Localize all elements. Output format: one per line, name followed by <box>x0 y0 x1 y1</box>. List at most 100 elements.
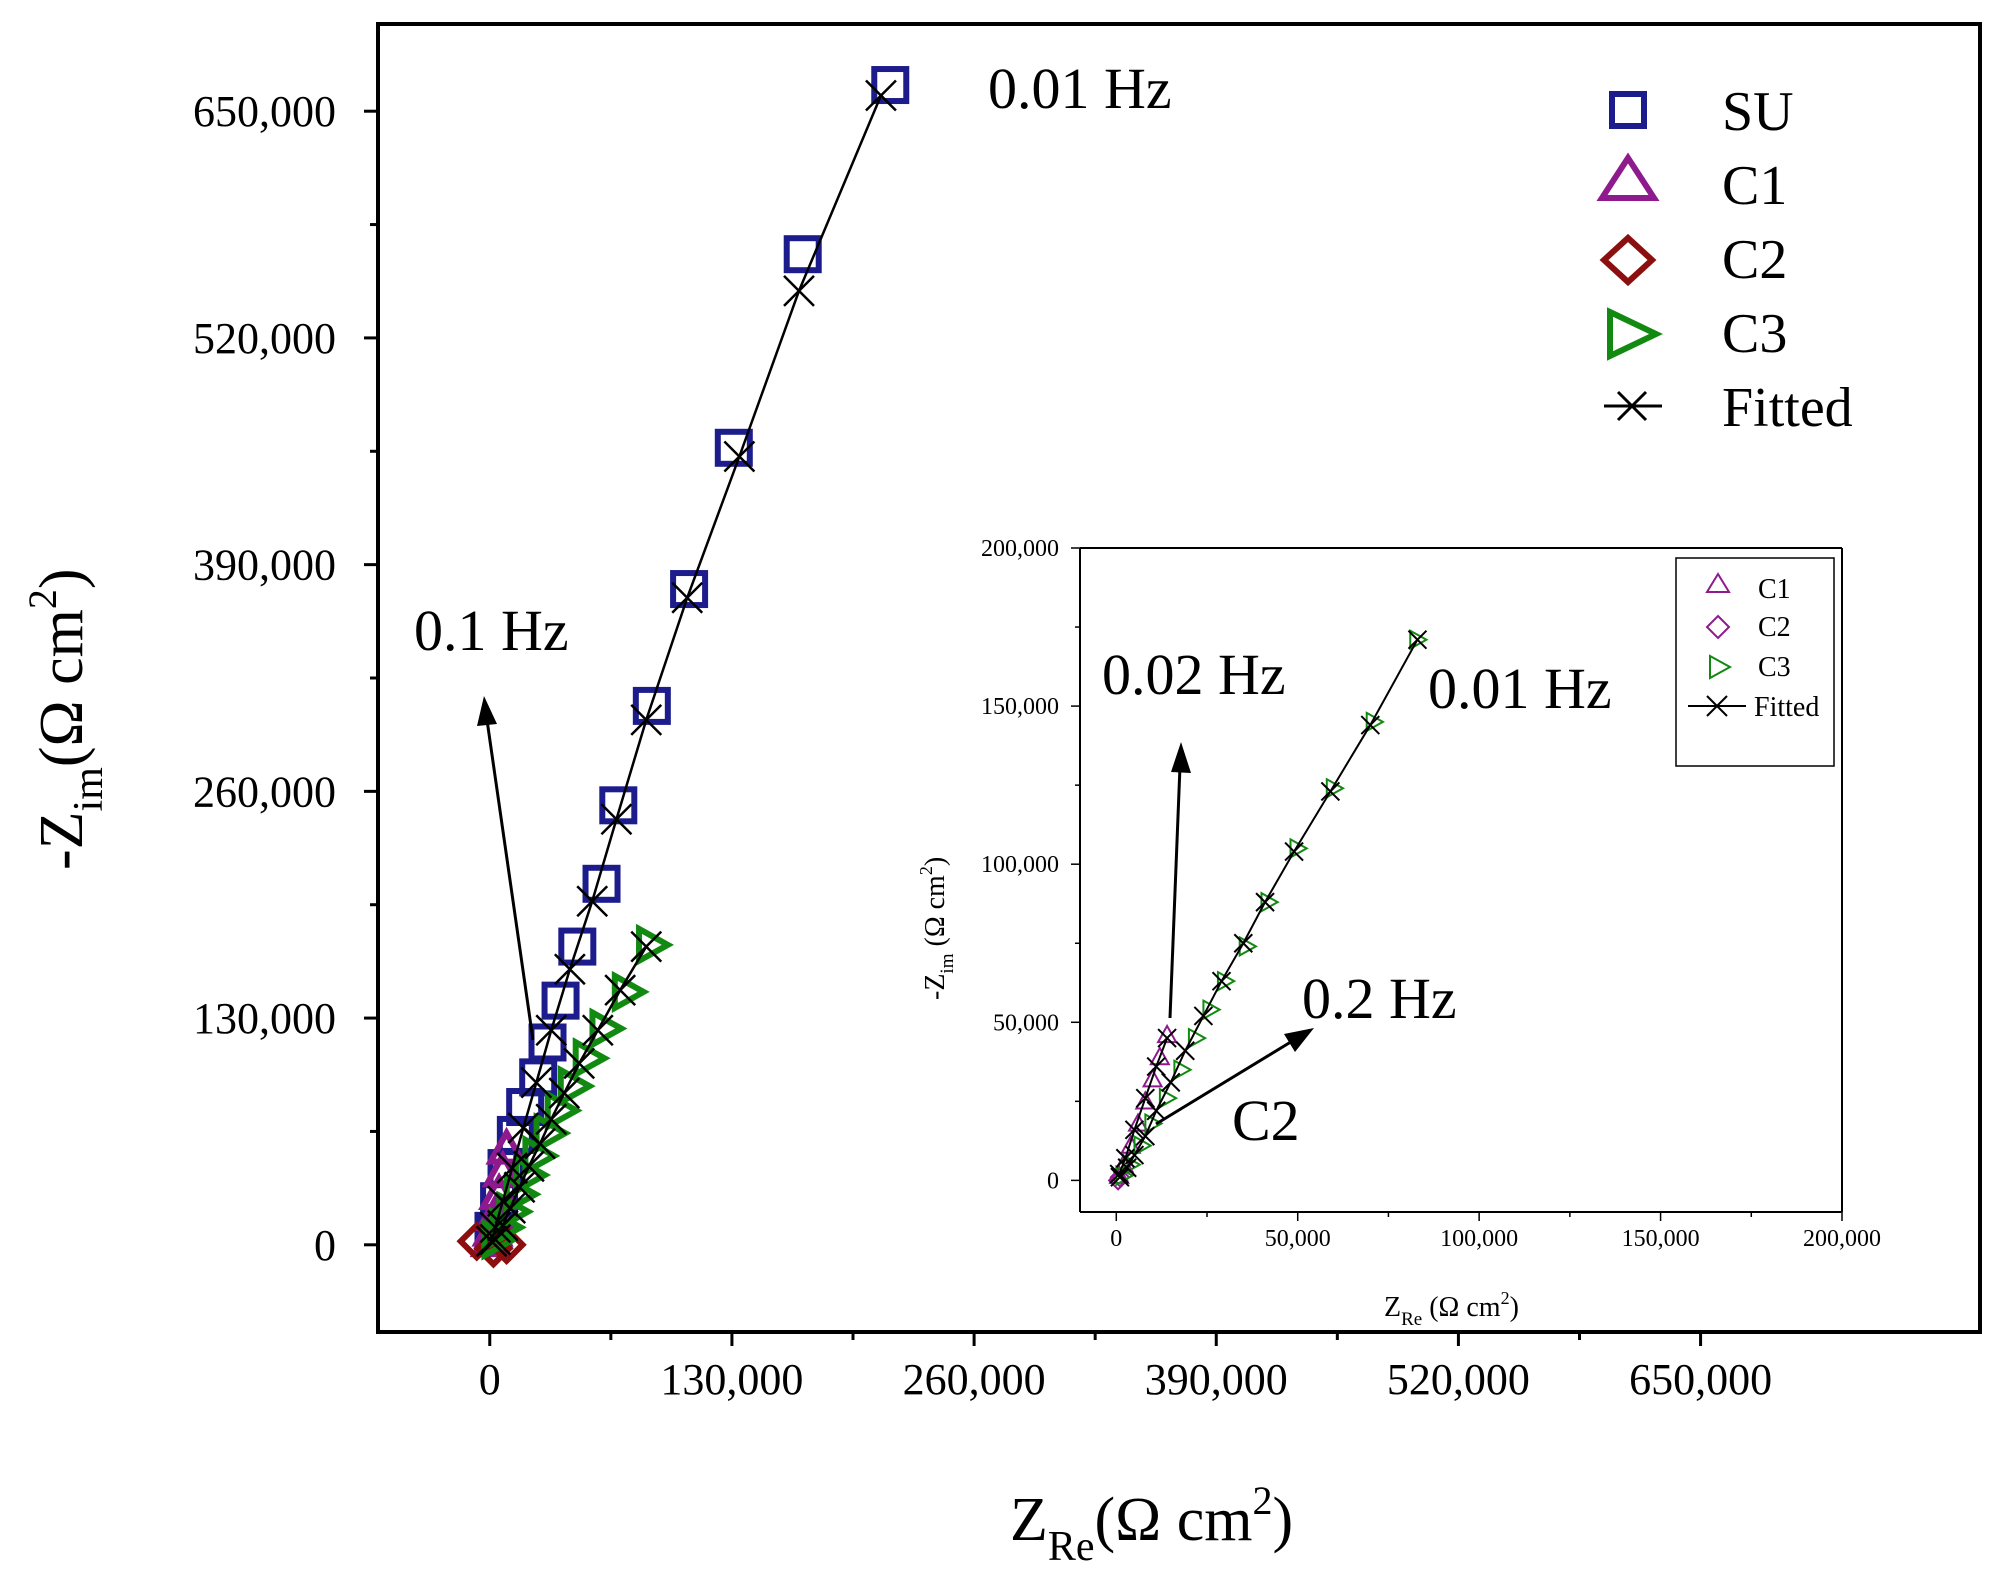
inset-nyquist-plot: 0 50,000 100,000 150,000 200,000 0 50,000 100,… <box>916 536 1881 1330</box>
main-x-axis-label: ZRe(Ω cm2) <box>1010 1478 1293 1570</box>
main-series-fitted-point <box>520 1066 553 1099</box>
inset-legend-item-c1: C1 <box>1705 572 1791 605</box>
inset-legend-label-c3: C3 <box>1758 652 1791 683</box>
main-series-fitted-point <box>576 885 609 918</box>
inset-legend-item-c2: C2 <box>1705 612 1791 643</box>
inset-y-label-sup: 2 <box>916 866 936 875</box>
inset-x-label-sup: 2 <box>1501 1288 1510 1308</box>
inset-annotation-0-02hz: 0.02 Hz <box>1102 642 1286 707</box>
main-series-fitted-point <box>630 703 663 736</box>
main-series-fitted-point <box>865 79 897 112</box>
inset-legend-item-fitted: Fitted <box>1688 692 1819 723</box>
inset-series-fitted-point <box>1110 1167 1130 1187</box>
inset-series-fitted-point <box>1135 1126 1156 1146</box>
main-legend-marker-fitted <box>1616 390 1648 422</box>
main-series-c3-point <box>557 1064 596 1108</box>
main-series-su-point <box>670 570 709 609</box>
inset-series-fitted-c1-point <box>1115 1148 1136 1168</box>
main-y-label-close: ) <box>28 569 96 590</box>
inset-series-fitted-point <box>1320 781 1341 802</box>
inset-series-fitted-c1-point <box>1157 1028 1177 1048</box>
main-y-axis-ticks: 0 130,000 260,000 390,000 520,000 650,000 <box>193 87 378 1270</box>
main-series-fitted-c3-point <box>513 1150 545 1183</box>
inset-y-tick-label: 50,000 <box>993 1010 1059 1036</box>
main-x-label-sub: Re <box>1048 1524 1095 1570</box>
main-series-fitted-point <box>535 1014 568 1047</box>
inset-legend-marker-c3 <box>1709 654 1733 680</box>
main-y-label-sub: im <box>66 767 112 812</box>
inset-series-c3-point <box>1158 1087 1179 1109</box>
main-series-fitted-point <box>475 1225 508 1258</box>
inset-y-axis-ticks: 0 50,000 100,000 150,000 200,000 <box>981 536 1080 1194</box>
inset-legend-marker-fitted <box>1706 695 1728 717</box>
inset-series-fitted-c1-point <box>1124 1120 1145 1140</box>
inset-x-axis-ticks: 0 50,000 100,000 150,000 200,000 <box>1110 1212 1881 1252</box>
inset-x-tick-label: 200,000 <box>1803 1226 1881 1252</box>
inset-series-c3-point <box>1202 998 1222 1021</box>
main-y-tick-label: 130,000 <box>193 994 336 1043</box>
inset-series-fitted-point <box>1211 971 1232 991</box>
main-series-c3-point <box>544 1089 583 1132</box>
main-legend: SU C1 C2 C3 Fitted <box>1596 81 1853 439</box>
main-series-fitted-c3-point <box>479 1223 512 1256</box>
inset-annotation-c2: C2 <box>1232 1088 1300 1153</box>
main-legend-label-c1: C1 <box>1722 155 1787 217</box>
main-plot-series <box>456 66 910 1269</box>
inset-legend-marker-c1 <box>1705 572 1731 593</box>
inset-arrow-0-2hz <box>1155 1028 1314 1126</box>
inset-x-tick-label: 50,000 <box>1265 1226 1331 1252</box>
main-x-tick-label: 130,000 <box>660 1355 803 1404</box>
main-legend-label-su: SU <box>1722 81 1794 143</box>
inset-series-fitted-point <box>1284 841 1304 862</box>
inset-series-fitted-c1 <box>1109 1028 1177 1184</box>
main-legend-marker-su <box>1609 91 1647 129</box>
main-series-fitted-c3-point <box>494 1192 527 1225</box>
main-legend-item-c3: C3 <box>1607 303 1787 365</box>
inset-series-c3-point <box>1187 1027 1208 1049</box>
inset-y-tick-label: 150,000 <box>981 694 1059 720</box>
inset-series-c2-point <box>1107 1169 1129 1191</box>
inset-series-fitted-c1-line <box>1118 1037 1169 1175</box>
main-x-label-unit: (Ω cm <box>1095 1486 1253 1554</box>
inset-series-fitted-point <box>1255 892 1275 912</box>
main-legend-label-c2: C2 <box>1722 229 1787 291</box>
inset-y-tick-label: 100,000 <box>981 852 1059 878</box>
main-legend-marker-c3 <box>1607 307 1663 361</box>
main-y-tick-label: 650,000 <box>193 87 336 136</box>
main-x-axis-ticks: 0 130,000 260,000 390,000 520,000 650,000 <box>479 1332 1772 1404</box>
main-y-tick-label: 520,000 <box>193 314 336 363</box>
inset-series-c1-point <box>1134 1090 1157 1110</box>
inset-arrow-0-02hz <box>1168 742 1191 1019</box>
inset-x-label-unit: (Ω cm <box>1422 1292 1501 1323</box>
main-x-tick-label: 0 <box>479 1355 501 1404</box>
inset-series-c2 <box>1107 1166 1131 1191</box>
main-x-tick-label: 520,000 <box>1387 1355 1530 1404</box>
main-y-label-main: -Z <box>28 811 96 870</box>
inset-x-label-main: Z <box>1384 1292 1401 1323</box>
inset-y-axis-label: -Zim (Ω cm2) <box>916 857 958 1000</box>
inset-annotation-0-2hz: 0.2 Hz <box>1302 966 1457 1031</box>
main-x-tick-label: 390,000 <box>1145 1355 1288 1404</box>
inset-series-fitted-c1-point <box>1135 1088 1156 1108</box>
main-series-fitted-point <box>600 803 633 836</box>
inset-x-tick-label: 0 <box>1110 1226 1122 1252</box>
inset-plot-series <box>1107 628 1429 1191</box>
main-nyquist-plot: 0 130,000 260,000 390,000 520,000 650,000 0 13… <box>20 22 1982 1570</box>
main-series-fitted-c3-point <box>630 930 663 963</box>
inset-series-fitted-c1-point <box>1146 1056 1166 1077</box>
inset-x-tick-label: 100,000 <box>1440 1226 1518 1252</box>
inset-series-fitted-point <box>1233 933 1253 953</box>
inset-x-axis-label: ZRe (Ω cm2) <box>1384 1288 1519 1330</box>
inset-x-tick-label: 150,000 <box>1622 1226 1700 1252</box>
inset-legend: C1 C2 C3 Fitted <box>1675 557 1835 767</box>
main-y-tick-label: 390,000 <box>193 541 336 590</box>
inset-legend-item-c3: C3 <box>1709 652 1791 683</box>
inset-y-label-main: -Z <box>920 974 951 1000</box>
main-annotation-0-1hz: 0.1 Hz <box>414 598 569 663</box>
inset-y-label-unit: (Ω cm <box>920 875 951 954</box>
inset-series-fitted-point <box>1360 715 1380 735</box>
main-x-tick-label: 650,000 <box>1629 1355 1772 1404</box>
inset-legend-label-fitted: Fitted <box>1754 692 1819 723</box>
inset-series-fitted-point <box>1193 1006 1214 1026</box>
main-legend-item-c1: C1 <box>1596 152 1787 217</box>
